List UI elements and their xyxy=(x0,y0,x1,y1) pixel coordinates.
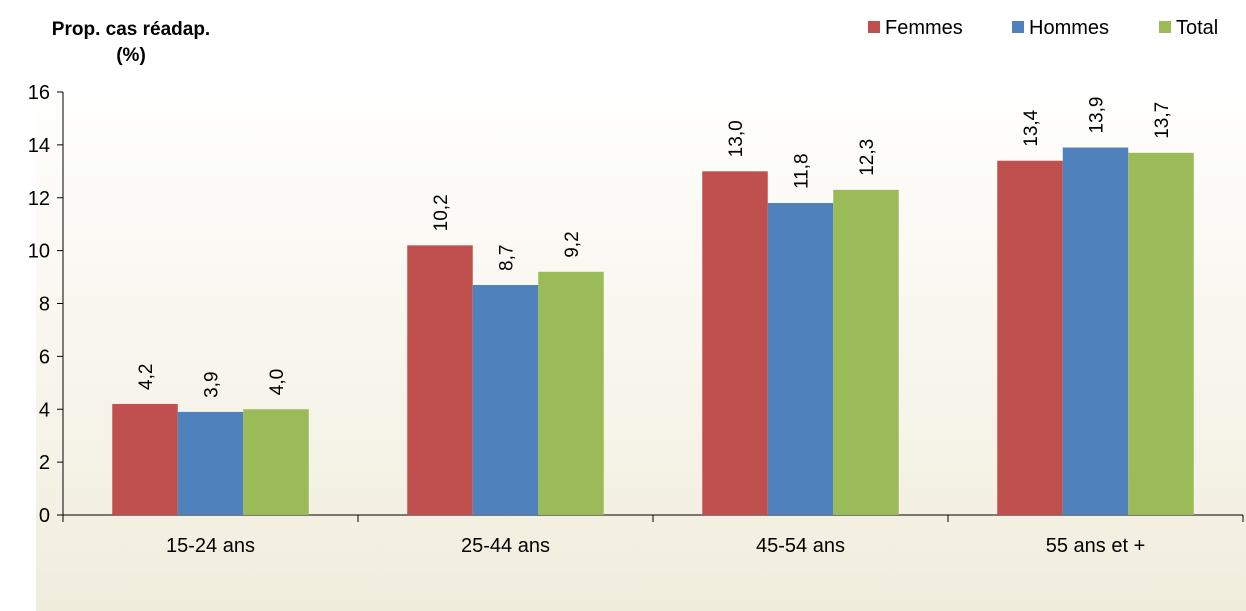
x-tick-label: 15-24 ans xyxy=(166,535,255,557)
x-tick-label: 55 ans et + xyxy=(1046,535,1146,557)
data-label: 3,9 xyxy=(202,371,223,397)
data-label: 13,0 xyxy=(726,120,747,157)
y-tick-label: 10 xyxy=(28,241,50,263)
data-label: 12,3 xyxy=(857,139,878,176)
y-axis-label-line-1: Prop. cas réadap. xyxy=(52,19,210,40)
bar-total xyxy=(243,409,309,515)
bar-hommes xyxy=(767,203,834,515)
y-tick-label: 8 xyxy=(39,294,50,316)
legend-label-femmes: Femmes xyxy=(885,17,963,39)
bar-femmes xyxy=(407,245,473,515)
y-tick-label: 4 xyxy=(39,399,50,421)
bar-femmes xyxy=(702,171,768,515)
bar-total xyxy=(833,189,899,515)
data-label: 9,2 xyxy=(562,231,583,257)
legend-label-total: Total xyxy=(1176,17,1218,39)
bar-femmes xyxy=(997,160,1063,516)
data-label: 4,2 xyxy=(136,364,157,390)
legend-label-hommes: Hommes xyxy=(1029,17,1109,39)
x-tick-label: 25-44 ans xyxy=(461,535,550,557)
data-label: 11,8 xyxy=(792,153,813,189)
y-tick-label: 12 xyxy=(28,188,50,210)
plot-area: 0 2 4 6 8 10 12 14 16 15-24 ans 4,2 3,9 4,0 25-44 ans… xyxy=(28,82,1244,557)
y-tick-label: 16 xyxy=(28,82,50,104)
y-tick-label: 0 xyxy=(39,505,50,527)
y-tick-label: 6 xyxy=(39,346,50,368)
data-label: 13,7 xyxy=(1152,102,1173,139)
bar-hommes xyxy=(177,411,244,515)
legend-swatch-femmes xyxy=(868,21,880,33)
y-tick-label: 14 xyxy=(28,135,50,157)
bar-total xyxy=(538,271,604,515)
data-label: 13,4 xyxy=(1021,109,1042,146)
bar-femmes xyxy=(112,403,178,515)
legend-swatch-hommes xyxy=(1012,21,1024,33)
x-tick-label: 45-54 ans xyxy=(756,535,845,557)
data-label: 10,2 xyxy=(431,194,452,231)
bar-hommes xyxy=(472,284,539,515)
data-label: 4,0 xyxy=(267,369,288,395)
legend: Femmes Hommes Total xyxy=(868,17,1218,39)
y-tick-label: 2 xyxy=(39,452,50,474)
legend-swatch-total xyxy=(1159,21,1171,33)
data-label: 13,9 xyxy=(1087,97,1108,134)
bar-hommes xyxy=(1062,147,1129,516)
y-axis-label-line-2: (%) xyxy=(116,45,146,66)
data-label: 8,7 xyxy=(497,245,518,271)
bar-total xyxy=(1128,152,1194,515)
